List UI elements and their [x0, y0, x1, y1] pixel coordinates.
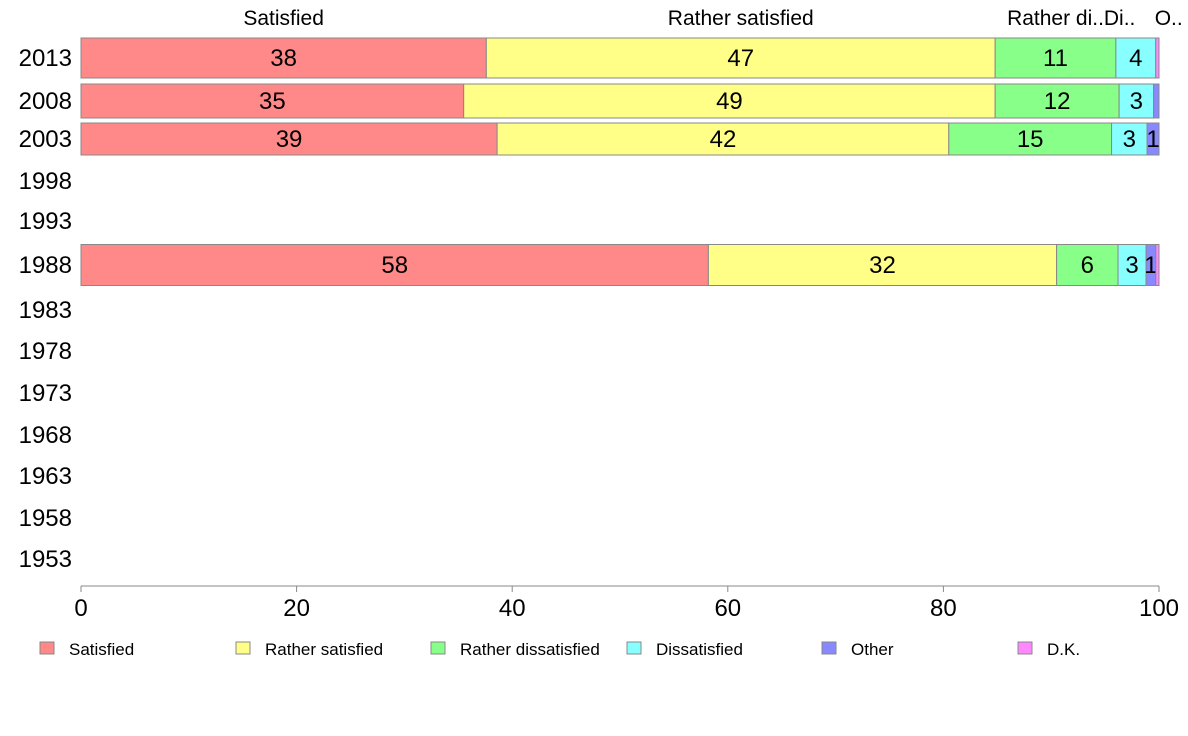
- year-label-1998: 1998: [19, 168, 72, 195]
- data-label-2003-dissatisfied: 3: [1123, 126, 1136, 153]
- bar-1988-d-k-: [1155, 244, 1160, 286]
- year-label-1968: 1968: [19, 422, 72, 449]
- data-label-1988-rather-dissatisfied: 6: [1081, 252, 1094, 279]
- legend-swatch-rather-satisfied: [235, 641, 251, 655]
- bar-2008-other: [1153, 83, 1160, 119]
- legend-label-d-k-: D.K.: [1047, 640, 1080, 659]
- bar-2013-rather-dissatisfied: [994, 37, 1117, 79]
- data-label-2003-other: 1: [1146, 126, 1159, 153]
- year-label-1983: 1983: [19, 297, 72, 324]
- data-label-1988-dissatisfied: 3: [1125, 252, 1138, 279]
- bar-2008-rather-satisfied: [463, 83, 996, 119]
- year-label-2003: 2003: [19, 126, 72, 153]
- bar-1988-rather-satisfied: [707, 244, 1058, 286]
- legend-label-rather-dissatisfied: Rather dissatisfied: [460, 640, 600, 659]
- bar-2003-other: [1146, 122, 1160, 156]
- legend-swatch-satisfied: [39, 641, 55, 655]
- column-header-2: Rather satisfied: [668, 7, 814, 30]
- bar-1988-rather-dissatisfied: [1056, 244, 1119, 286]
- data-label-2008-rather-satisfied: 49: [716, 88, 743, 115]
- year-label-1988: 1988: [19, 252, 72, 279]
- x-tick-label-0: 0: [74, 595, 87, 622]
- bar-2003-dissatisfied: [1111, 122, 1148, 156]
- data-label-2008-rather-dissatisfied: 12: [1044, 88, 1071, 115]
- year-label-1993: 1993: [19, 208, 72, 235]
- data-label-2013-dissatisfied: 4: [1129, 45, 1142, 72]
- data-label-2013-satisfied: 38: [270, 45, 297, 72]
- year-label-1978: 1978: [19, 338, 72, 365]
- bar-2008-dissatisfied: [1118, 83, 1155, 119]
- bar-2008-rather-dissatisfied: [994, 83, 1120, 119]
- data-label-2013-rather-satisfied: 47: [727, 45, 754, 72]
- data-label-2008-satisfied: 35: [259, 88, 286, 115]
- data-label-1988-satisfied: 58: [381, 252, 408, 279]
- data-label-2003-rather-satisfied: 42: [710, 126, 737, 153]
- year-label-1963: 1963: [19, 463, 72, 490]
- bar-2003-rather-satisfied: [496, 122, 950, 156]
- data-label-2003-satisfied: 39: [276, 126, 303, 153]
- column-header-1: Satisfied: [243, 7, 324, 30]
- year-label-1953: 1953: [19, 546, 72, 573]
- data-label-1988-rather-satisfied: 32: [869, 252, 896, 279]
- legend-swatch-d-k-: [1017, 641, 1033, 655]
- column-header-4: Di..: [1104, 7, 1136, 30]
- legend-swatch-dissatisfied: [626, 641, 642, 655]
- bar-2013-satisfied: [80, 37, 487, 79]
- bar-2008-satisfied: [80, 83, 465, 119]
- data-label-2013-rather-dissatisfied: 11: [1043, 45, 1068, 72]
- x-tick-label-40: 40: [499, 595, 526, 622]
- bar-2013-d-k-: [1155, 37, 1160, 79]
- column-header-3: Rather di..: [1007, 7, 1104, 30]
- bar-2013-rather-satisfied: [485, 37, 996, 79]
- bar-2003-satisfied: [80, 122, 498, 156]
- legend-label-rather-satisfied: Rather satisfied: [265, 640, 383, 659]
- legend-label-dissatisfied: Dissatisfied: [656, 640, 743, 659]
- legend-label-other: Other: [851, 640, 894, 659]
- legend-swatch-rather-dissatisfied: [430, 641, 446, 655]
- x-tick-label-60: 60: [714, 595, 741, 622]
- data-label-2008-dissatisfied: 3: [1130, 88, 1143, 115]
- x-tick-label-20: 20: [283, 595, 310, 622]
- year-label-2008: 2008: [19, 88, 72, 115]
- bar-1988-satisfied: [80, 244, 709, 286]
- data-label-1988-other: 1: [1144, 252, 1157, 279]
- x-tick-label-100: 100: [1139, 595, 1179, 622]
- data-label-2003-rather-dissatisfied: 15: [1017, 126, 1044, 153]
- legend-label-satisfied: Satisfied: [69, 640, 134, 659]
- year-label-2013: 2013: [19, 45, 72, 72]
- x-tick-label-80: 80: [930, 595, 957, 622]
- year-label-1973: 1973: [19, 380, 72, 407]
- year-label-1958: 1958: [19, 505, 72, 532]
- legend-swatch-other: [821, 641, 837, 655]
- column-header-5: O..: [1155, 7, 1183, 30]
